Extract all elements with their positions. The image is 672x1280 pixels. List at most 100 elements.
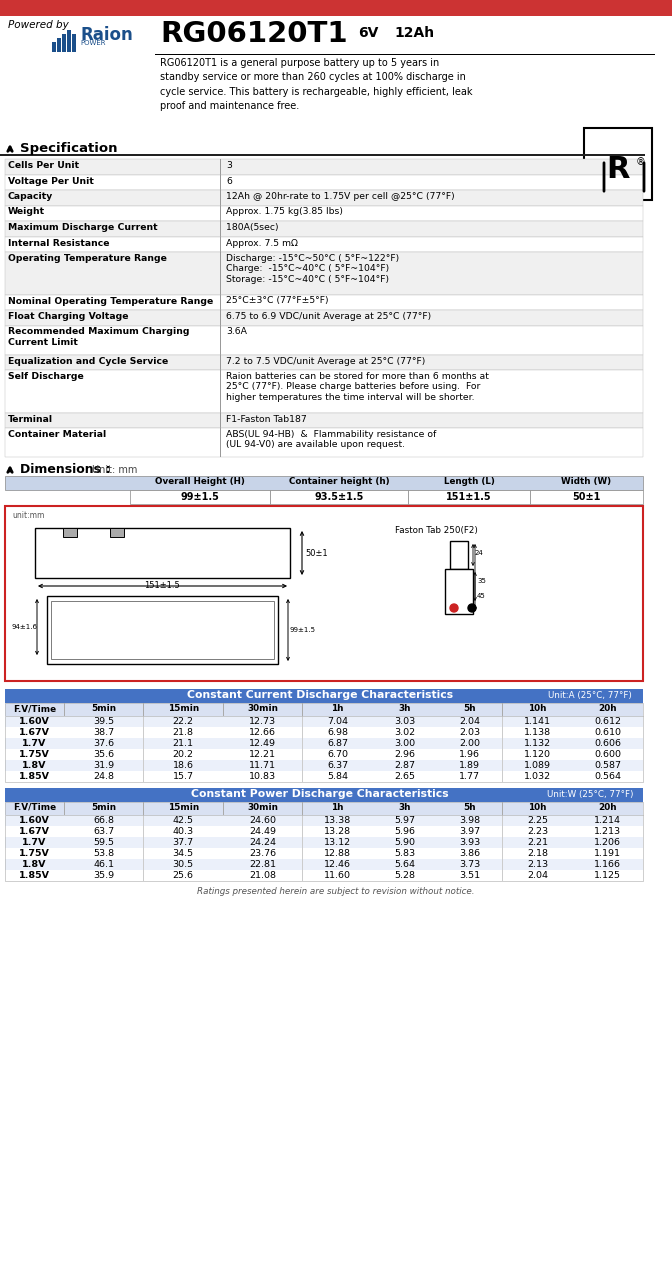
- Text: 50±1: 50±1: [573, 492, 601, 502]
- Bar: [584, 128, 652, 200]
- Text: 5.83: 5.83: [394, 849, 416, 858]
- Text: 1.141: 1.141: [524, 717, 551, 726]
- Text: 2.21: 2.21: [527, 838, 548, 847]
- Bar: [5, 506, 643, 681]
- Text: 3.51: 3.51: [460, 870, 480, 881]
- Text: Raion batteries can be stored for more than 6 months at
25°C (77°F). Please char: Raion batteries can be stored for more t…: [226, 372, 489, 402]
- Text: 22.2: 22.2: [173, 717, 194, 726]
- Text: Specification: Specification: [20, 142, 118, 155]
- Bar: [5, 206, 643, 221]
- Text: 5.96: 5.96: [394, 827, 416, 836]
- Text: 1.214: 1.214: [594, 817, 622, 826]
- Text: Capacity: Capacity: [8, 192, 53, 201]
- Text: 6.37: 6.37: [327, 762, 348, 771]
- Bar: [5, 412, 643, 428]
- Text: Width (W): Width (W): [561, 477, 612, 486]
- Text: 6: 6: [226, 177, 232, 186]
- Text: 6.70: 6.70: [327, 750, 348, 759]
- Text: 5h: 5h: [464, 704, 476, 713]
- Bar: [5, 370, 643, 412]
- Text: 0.587: 0.587: [594, 762, 622, 771]
- Text: 25°C±3°C (77°F±5°F): 25°C±3°C (77°F±5°F): [226, 297, 329, 306]
- Text: 1.67V: 1.67V: [19, 728, 50, 737]
- Text: Approx. 7.5 mΩ: Approx. 7.5 mΩ: [226, 238, 298, 247]
- Text: 0.600: 0.600: [594, 750, 622, 759]
- Text: Powered by: Powered by: [8, 20, 69, 29]
- Text: 3: 3: [226, 161, 232, 170]
- Bar: [5, 815, 643, 881]
- Text: 2.23: 2.23: [527, 827, 548, 836]
- Text: 0.606: 0.606: [594, 739, 622, 748]
- Text: 99±1.5: 99±1.5: [181, 492, 220, 502]
- Text: 3.98: 3.98: [460, 817, 480, 826]
- Text: Approx. 1.75 kg(3.85 lbs): Approx. 1.75 kg(3.85 lbs): [226, 207, 343, 216]
- Bar: [5, 716, 643, 782]
- Text: 12.88: 12.88: [324, 849, 351, 858]
- Text: 1.7V: 1.7V: [22, 838, 46, 847]
- Text: 5.90: 5.90: [394, 838, 416, 847]
- Text: 5.64: 5.64: [394, 860, 416, 869]
- Bar: [35, 527, 290, 579]
- Bar: [5, 837, 643, 847]
- Text: 3h: 3h: [399, 803, 411, 812]
- Text: 21.1: 21.1: [173, 739, 194, 748]
- Text: 46.1: 46.1: [93, 860, 114, 869]
- Text: F1-Faston Tab187: F1-Faston Tab187: [226, 415, 306, 424]
- Text: 151±1.5: 151±1.5: [144, 581, 180, 590]
- Text: 93.5±1.5: 93.5±1.5: [314, 492, 364, 502]
- Text: 1.85V: 1.85V: [19, 870, 50, 881]
- Text: 1.89: 1.89: [460, 762, 480, 771]
- Bar: [5, 803, 643, 815]
- Text: Recommended Maximum Charging
Current Limit: Recommended Maximum Charging Current Lim…: [8, 328, 190, 347]
- Bar: [57, 38, 61, 52]
- Bar: [5, 760, 643, 771]
- Text: 10.83: 10.83: [249, 772, 276, 781]
- Text: 6V: 6V: [358, 26, 378, 40]
- Text: 0.612: 0.612: [594, 717, 622, 726]
- Text: 40.3: 40.3: [173, 827, 194, 836]
- Text: 12Ah @ 20hr-rate to 1.75V per cell @25°C (77°F): 12Ah @ 20hr-rate to 1.75V per cell @25°C…: [226, 192, 455, 201]
- Bar: [110, 527, 124, 538]
- Bar: [67, 29, 71, 52]
- Text: 39.5: 39.5: [93, 717, 114, 726]
- Bar: [5, 749, 643, 760]
- Text: 7.2 to 7.5 VDC/unit Average at 25°C (77°F): 7.2 to 7.5 VDC/unit Average at 25°C (77°…: [226, 357, 425, 366]
- Text: 5h: 5h: [464, 803, 476, 812]
- Bar: [5, 325, 643, 355]
- Text: 1.75V: 1.75V: [19, 750, 50, 759]
- Bar: [5, 847, 643, 859]
- Text: Dimensions :: Dimensions :: [20, 463, 110, 476]
- Text: POWER: POWER: [80, 40, 106, 46]
- Text: 37.6: 37.6: [93, 739, 114, 748]
- Bar: [5, 252, 643, 294]
- Text: 35.6: 35.6: [93, 750, 114, 759]
- Text: 5.97: 5.97: [394, 817, 416, 826]
- Text: 180A(5sec): 180A(5sec): [226, 223, 278, 232]
- Bar: [51, 602, 274, 659]
- Bar: [63, 527, 77, 538]
- Text: 22.81: 22.81: [249, 860, 276, 869]
- Text: Internal Resistance: Internal Resistance: [8, 238, 110, 247]
- Text: 2.96: 2.96: [394, 750, 416, 759]
- Bar: [72, 35, 76, 52]
- Text: 2.18: 2.18: [527, 849, 548, 858]
- Text: 24.49: 24.49: [249, 827, 276, 836]
- Text: 50±1: 50±1: [305, 549, 328, 558]
- Bar: [52, 42, 56, 52]
- Bar: [270, 490, 408, 504]
- Text: 1.77: 1.77: [460, 772, 480, 781]
- Bar: [5, 221, 643, 237]
- Text: 7.04: 7.04: [327, 717, 348, 726]
- Text: RG06120T1 is a general purpose battery up to 5 years in
standby service or more : RG06120T1 is a general purpose battery u…: [160, 58, 472, 111]
- Text: 6.75 to 6.9 VDC/unit Average at 25°C (77°F): 6.75 to 6.9 VDC/unit Average at 25°C (77…: [226, 312, 431, 321]
- Text: 12.49: 12.49: [249, 739, 276, 748]
- Bar: [5, 159, 643, 174]
- Text: 38.7: 38.7: [93, 728, 114, 737]
- Text: 12.73: 12.73: [249, 717, 276, 726]
- Text: 3.86: 3.86: [460, 849, 480, 858]
- Text: Operating Temperature Range: Operating Temperature Range: [8, 253, 167, 262]
- Text: 35: 35: [477, 579, 486, 584]
- Text: 1.7V: 1.7V: [22, 739, 46, 748]
- Bar: [5, 727, 643, 739]
- Text: 5.28: 5.28: [394, 870, 416, 881]
